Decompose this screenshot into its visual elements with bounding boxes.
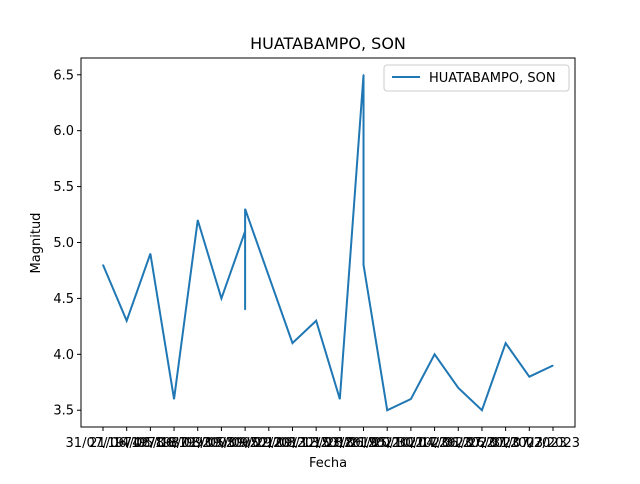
data-point [244,230,246,232]
x-tick-label: 20/10/2023 [373,436,448,451]
x-tick-label: 31/07/1974 [66,436,141,451]
x-tick-label: 18/01/2005 [160,436,235,451]
data-point [433,353,436,355]
x-tick-label: 28/06/2021 [326,436,401,451]
y-tick-label: 5.5 [53,180,74,195]
x-axis: 31/07/197421/06/197814/08/198705/06/1993… [66,427,580,451]
x-tick-label: 14/08/1987 [113,436,188,451]
data-point [220,297,223,300]
x-tick-label: 21/06/1978 [89,436,164,451]
plot-area: 3.5 4.0 4.5 5.0 5.5 6.0 6.5 31/07/197421/06/19… [53,57,580,451]
data-point [481,409,483,411]
data-point [410,398,412,400]
data-point [197,219,199,221]
data-point [552,364,554,367]
x-tick-label: 08/12/2018 [279,436,354,451]
data-point [386,409,388,411]
x-tick-label: 29/09/2015 [255,436,330,451]
x-tick-label: 07/2023 [526,436,580,451]
data-point [173,398,175,400]
legend-entry-label: HUATABAMPO, SON [429,71,556,86]
data-point [457,387,459,389]
data-point [362,74,365,76]
data-point [505,342,507,344]
y-tick-label: 4.5 [53,292,74,307]
data-point [339,398,341,400]
x-tick-label: 05/09/2012 [208,436,283,451]
data-point [149,253,151,255]
plot-frame [80,57,576,428]
y-tick-label: 3.5 [53,404,74,419]
x-axis-label: Fecha [309,456,347,471]
data-point [528,376,530,378]
x-tick-label: 31/07/2023 [444,436,519,451]
x-tick-label: 31/07/2023 [492,436,567,451]
x-tick-label: 05/06/1993 [137,436,212,451]
y-axis-label: Magnitud [29,213,44,274]
data-point [244,208,246,210]
data-point [315,320,317,322]
data-point [362,264,365,266]
data-point [244,308,246,311]
x-tick-label: 08/09/2005 [184,436,259,451]
x-tick-label: 09/02/2013 [231,436,306,451]
x-tick-label: 13/03/2019 [302,436,377,451]
chart-title: HUATABAMPO, SON [250,34,406,53]
data-point [126,320,128,322]
y-tick-label: 6.0 [53,124,74,139]
y-tick-label: 4.0 [53,348,74,363]
legend-box [383,64,570,92]
legend: HUATABAMPO, SON [383,64,570,92]
x-tick-label: 30/04/2023 [397,436,472,451]
x-tick-label: 21/05/2021 [350,436,425,451]
y-tick-label: 6.5 [53,68,74,83]
y-tick-label: 5.0 [53,236,74,251]
y-axis: 3.5 4.0 4.5 5.0 5.5 6.0 6.5 [53,68,81,419]
series-layer [102,74,554,413]
data-point [291,342,294,344]
x-tick-label: 17/06/2023 [421,436,496,451]
x-tick-label: 26/07/2023 [468,436,543,451]
series-line [102,74,554,413]
data-point [102,264,104,266]
